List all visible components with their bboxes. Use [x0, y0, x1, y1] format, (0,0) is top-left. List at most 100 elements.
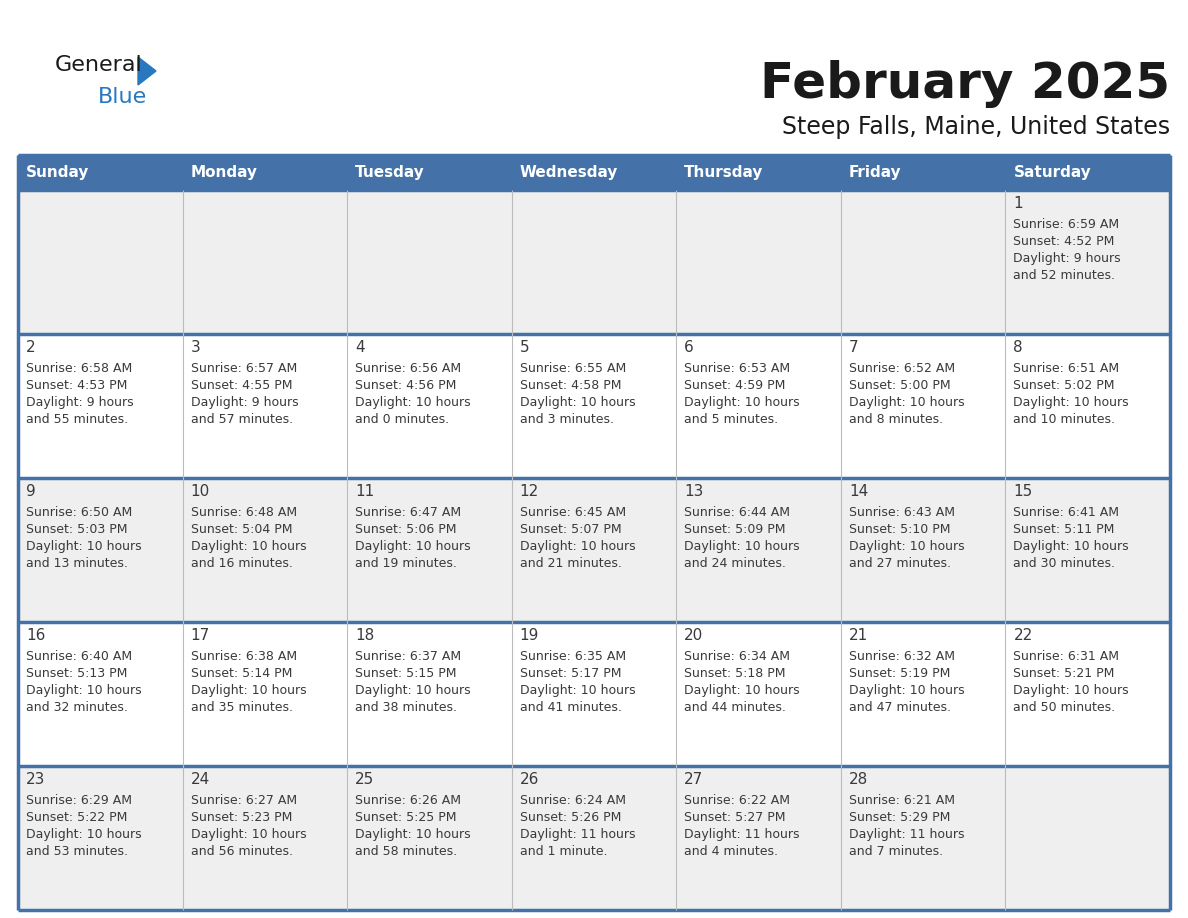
- Bar: [18, 766, 183, 910]
- Bar: [512, 190, 676, 334]
- Text: and 57 minutes.: and 57 minutes.: [190, 413, 292, 426]
- Text: Daylight: 10 hours: Daylight: 10 hours: [849, 540, 965, 553]
- Text: 16: 16: [26, 628, 45, 643]
- Text: Sunrise: 6:48 AM: Sunrise: 6:48 AM: [190, 506, 297, 519]
- Text: and 38 minutes.: and 38 minutes.: [355, 701, 457, 714]
- Bar: [183, 155, 347, 190]
- Bar: [841, 478, 1005, 622]
- Text: 25: 25: [355, 772, 374, 787]
- Text: and 58 minutes.: and 58 minutes.: [355, 845, 457, 858]
- Text: Sunrise: 6:57 AM: Sunrise: 6:57 AM: [190, 362, 297, 375]
- Text: Sunset: 4:52 PM: Sunset: 4:52 PM: [1013, 235, 1114, 248]
- Text: Sunset: 4:53 PM: Sunset: 4:53 PM: [26, 379, 127, 392]
- Text: and 44 minutes.: and 44 minutes.: [684, 701, 786, 714]
- Text: Sunset: 5:23 PM: Sunset: 5:23 PM: [190, 811, 292, 824]
- Text: Sunrise: 6:37 AM: Sunrise: 6:37 AM: [355, 650, 461, 663]
- Text: Sunset: 4:55 PM: Sunset: 4:55 PM: [190, 379, 292, 392]
- Text: and 13 minutes.: and 13 minutes.: [26, 557, 128, 570]
- Bar: [347, 478, 512, 622]
- Text: and 10 minutes.: and 10 minutes.: [1013, 413, 1116, 426]
- Text: Daylight: 9 hours: Daylight: 9 hours: [26, 396, 133, 409]
- Bar: [18, 155, 183, 190]
- Text: 13: 13: [684, 484, 703, 499]
- Bar: [1005, 622, 1170, 766]
- Text: Daylight: 10 hours: Daylight: 10 hours: [190, 540, 307, 553]
- Text: 1: 1: [1013, 196, 1023, 211]
- Bar: [1005, 766, 1170, 910]
- Text: Sunset: 5:27 PM: Sunset: 5:27 PM: [684, 811, 785, 824]
- Text: Sunset: 4:59 PM: Sunset: 4:59 PM: [684, 379, 785, 392]
- Text: Sunset: 5:02 PM: Sunset: 5:02 PM: [1013, 379, 1114, 392]
- Text: Sunset: 5:29 PM: Sunset: 5:29 PM: [849, 811, 950, 824]
- Bar: [18, 622, 183, 766]
- Text: 15: 15: [1013, 484, 1032, 499]
- Bar: [841, 155, 1005, 190]
- Text: February 2025: February 2025: [760, 60, 1170, 108]
- Text: Sunset: 5:04 PM: Sunset: 5:04 PM: [190, 523, 292, 536]
- Bar: [512, 478, 676, 622]
- Text: Monday: Monday: [190, 165, 258, 180]
- Text: Daylight: 9 hours: Daylight: 9 hours: [1013, 252, 1121, 265]
- Text: Daylight: 10 hours: Daylight: 10 hours: [519, 684, 636, 697]
- Bar: [676, 190, 841, 334]
- Text: and 30 minutes.: and 30 minutes.: [1013, 557, 1116, 570]
- Text: Thursday: Thursday: [684, 165, 764, 180]
- Bar: [841, 334, 1005, 478]
- Text: Daylight: 11 hours: Daylight: 11 hours: [849, 828, 965, 841]
- Bar: [18, 478, 183, 622]
- Text: and 24 minutes.: and 24 minutes.: [684, 557, 786, 570]
- Text: Daylight: 10 hours: Daylight: 10 hours: [26, 828, 141, 841]
- Text: and 19 minutes.: and 19 minutes.: [355, 557, 457, 570]
- Bar: [841, 190, 1005, 334]
- Text: 27: 27: [684, 772, 703, 787]
- Text: Sunrise: 6:26 AM: Sunrise: 6:26 AM: [355, 794, 461, 807]
- Text: and 8 minutes.: and 8 minutes.: [849, 413, 943, 426]
- Text: Sunrise: 6:29 AM: Sunrise: 6:29 AM: [26, 794, 132, 807]
- Text: 28: 28: [849, 772, 868, 787]
- Text: 9: 9: [26, 484, 36, 499]
- Bar: [676, 155, 841, 190]
- Text: 19: 19: [519, 628, 539, 643]
- Text: Sunrise: 6:22 AM: Sunrise: 6:22 AM: [684, 794, 790, 807]
- Bar: [841, 766, 1005, 910]
- Text: Sunset: 5:25 PM: Sunset: 5:25 PM: [355, 811, 456, 824]
- Text: 24: 24: [190, 772, 210, 787]
- Text: Sunrise: 6:31 AM: Sunrise: 6:31 AM: [1013, 650, 1119, 663]
- Text: Daylight: 10 hours: Daylight: 10 hours: [355, 396, 470, 409]
- Polygon shape: [138, 57, 156, 85]
- Text: Sunrise: 6:50 AM: Sunrise: 6:50 AM: [26, 506, 132, 519]
- Text: Daylight: 10 hours: Daylight: 10 hours: [849, 396, 965, 409]
- Text: Sunrise: 6:35 AM: Sunrise: 6:35 AM: [519, 650, 626, 663]
- Text: Daylight: 10 hours: Daylight: 10 hours: [26, 684, 141, 697]
- Text: Sunrise: 6:21 AM: Sunrise: 6:21 AM: [849, 794, 955, 807]
- Text: and 7 minutes.: and 7 minutes.: [849, 845, 943, 858]
- Text: Sunrise: 6:44 AM: Sunrise: 6:44 AM: [684, 506, 790, 519]
- Text: Sunrise: 6:34 AM: Sunrise: 6:34 AM: [684, 650, 790, 663]
- Text: Daylight: 10 hours: Daylight: 10 hours: [26, 540, 141, 553]
- Text: General: General: [55, 55, 143, 75]
- Text: 10: 10: [190, 484, 210, 499]
- Text: and 1 minute.: and 1 minute.: [519, 845, 607, 858]
- Text: Daylight: 10 hours: Daylight: 10 hours: [684, 684, 800, 697]
- Text: Sunrise: 6:43 AM: Sunrise: 6:43 AM: [849, 506, 955, 519]
- Bar: [676, 766, 841, 910]
- Text: Sunrise: 6:38 AM: Sunrise: 6:38 AM: [190, 650, 297, 663]
- Text: and 56 minutes.: and 56 minutes.: [190, 845, 292, 858]
- Text: Sunset: 5:17 PM: Sunset: 5:17 PM: [519, 667, 621, 680]
- Bar: [1005, 155, 1170, 190]
- Bar: [512, 334, 676, 478]
- Text: Steep Falls, Maine, United States: Steep Falls, Maine, United States: [782, 115, 1170, 139]
- Text: and 21 minutes.: and 21 minutes.: [519, 557, 621, 570]
- Text: and 4 minutes.: and 4 minutes.: [684, 845, 778, 858]
- Text: Daylight: 11 hours: Daylight: 11 hours: [684, 828, 800, 841]
- Text: and 3 minutes.: and 3 minutes.: [519, 413, 614, 426]
- Text: Sunday: Sunday: [26, 165, 89, 180]
- Bar: [1005, 190, 1170, 334]
- Text: and 55 minutes.: and 55 minutes.: [26, 413, 128, 426]
- Text: Daylight: 10 hours: Daylight: 10 hours: [355, 540, 470, 553]
- Bar: [512, 622, 676, 766]
- Text: Sunrise: 6:51 AM: Sunrise: 6:51 AM: [1013, 362, 1119, 375]
- Text: Sunset: 5:22 PM: Sunset: 5:22 PM: [26, 811, 127, 824]
- Text: Sunrise: 6:56 AM: Sunrise: 6:56 AM: [355, 362, 461, 375]
- Text: 23: 23: [26, 772, 45, 787]
